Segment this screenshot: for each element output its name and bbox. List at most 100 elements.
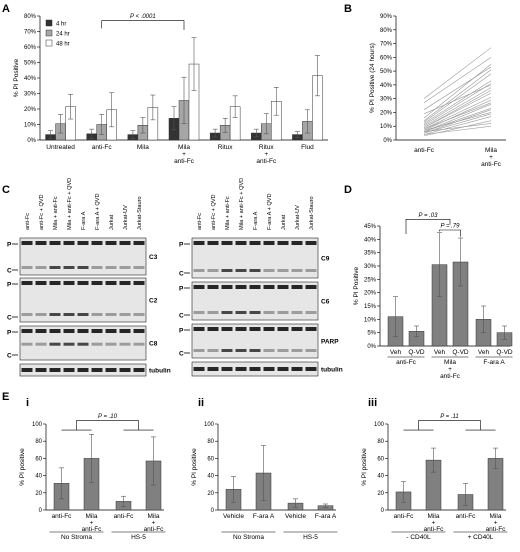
chart-b-patient-line	[423, 90, 492, 128]
chart-d-category-label: Veh	[390, 349, 402, 356]
chartEiii-ytick-label: 20	[377, 491, 384, 497]
blot-c-right-band	[221, 349, 233, 352]
chart-d-ytick-label: 15%	[364, 304, 377, 310]
blot-c-right-band	[207, 241, 219, 245]
blot-c-right-band	[305, 311, 317, 314]
blot-c-right-band	[291, 241, 303, 245]
blot-c-left-band	[77, 241, 89, 245]
blot-c-left-band	[133, 241, 145, 245]
blot-c-left-band	[133, 368, 145, 372]
blot-c-right-marker-label: P	[179, 286, 184, 293]
chart-b-patient-line	[423, 113, 492, 134]
blot-c-left-band	[91, 281, 103, 285]
blot-c-right-marker-label: P	[179, 328, 184, 335]
chart-b-patient-line	[423, 123, 492, 133]
chart-a: 0% 10% 20% 30% 40% 50% 60% 70% 80% % PI Positive U…	[13, 14, 328, 165]
chart-d-ytick-label: 40%	[364, 237, 377, 243]
chart-a-ytick-label: 80%	[24, 14, 37, 20]
blot-c-right-band	[249, 367, 261, 371]
chartEii-category-label: F-ara A	[253, 513, 275, 520]
panel-label-a: A	[2, 3, 10, 15]
chartEiii-panel-label: iii	[368, 397, 377, 409]
chart-a-category-label: +	[182, 151, 186, 158]
blot-c-right-lane-label: Mila + anti-Fc + QVD	[239, 178, 245, 230]
chart-a-legend-swatch	[45, 19, 53, 27]
blot-c-right-band	[207, 269, 219, 272]
blot-c-right-band	[277, 285, 289, 289]
chart-a-significance-bracket	[101, 20, 185, 30]
blot-c-right-band	[221, 367, 233, 371]
blot-c-right-band	[291, 269, 303, 272]
blot-c-left-band	[133, 313, 145, 316]
chart-b-ytick-label: 90%	[380, 14, 393, 20]
chart-b-y-axis-label: % PI Positive (24 hours)	[369, 43, 376, 113]
chartEiii-category-label: anti-Fc	[424, 526, 445, 533]
blot-c-right-lane-label: F-ara A + QVD	[267, 193, 273, 230]
chart-a-category-label: anti-Fc	[92, 144, 113, 151]
blot-c-right-band	[221, 311, 233, 314]
blot-c-left-band	[49, 266, 61, 269]
chartEiii-category-label: +	[494, 520, 498, 527]
blot-c-right-band	[249, 349, 261, 352]
blot-c-left-band	[91, 342, 103, 346]
blot-c-right-band	[235, 327, 247, 331]
blot-c-right-band	[193, 367, 205, 371]
chartEiii-ytick-label: 80	[377, 439, 384, 445]
chartEi-category-label: Mila	[86, 513, 98, 520]
blot-c-right-marker-label: C	[179, 313, 184, 320]
chart-a-legend-label: 4 hr	[56, 22, 66, 28]
blot-c-right-band	[207, 327, 219, 331]
chart-b-patient-line	[423, 125, 492, 135]
blot-c-right-band	[235, 311, 247, 314]
chart-a-ytick-label: 50%	[24, 61, 37, 67]
chart-b-ytick-label: 80%	[380, 28, 393, 34]
blot-c-left-band	[77, 266, 89, 269]
chart-b-ytick-label: 50%	[380, 69, 393, 75]
blot-c-right-band	[249, 285, 261, 289]
blot-c-right-protein-label: PARP	[321, 339, 339, 346]
chart-d-y-axis-label: % PI Positive	[353, 266, 360, 305]
chart-a-ytick-label: 40%	[24, 76, 37, 82]
blot-c-left-band	[63, 342, 75, 346]
chartEii-panel-label: ii	[198, 397, 204, 409]
chart-d-p-value: P = .03	[419, 213, 439, 219]
chart-a-ytick-label: 0%	[27, 138, 36, 144]
blot-c-left-band	[119, 313, 131, 316]
chart-a-ytick-label: 70%	[24, 30, 37, 36]
blot-c-right-band	[291, 285, 303, 289]
blot-c-right-lane-label: F-ara A	[253, 211, 259, 230]
blot-c-right-band	[277, 349, 289, 352]
blot-c-right-marker-label: C	[179, 271, 184, 278]
chart-a-category-label: anti-Fc	[256, 158, 277, 165]
blot-c-right-band	[207, 349, 219, 352]
chart-b-patient-line	[423, 69, 492, 121]
chartEi-ytick-label: 100	[32, 422, 43, 428]
blot-c-left-band	[77, 342, 89, 346]
blot-c-right-band	[249, 327, 261, 331]
chartEi-group-label: No Stroma	[61, 534, 92, 541]
blot-c-right-band	[249, 241, 261, 245]
chartEi-category-label: Mila	[148, 513, 160, 520]
blot-c-right-lane-label: Jurkat	[281, 214, 287, 230]
chart-a-legend-swatch	[45, 29, 53, 37]
blot-c-left-band	[105, 241, 117, 245]
blot-c-right-band	[305, 349, 317, 352]
blot-c-right-band	[193, 327, 205, 331]
blot-c-left-protein-label: C2	[149, 298, 158, 305]
chart-d-ytick-label: 10%	[364, 317, 377, 323]
chartEii-y-axis-label: % PI positive	[191, 448, 198, 486]
blot-c-left-band	[49, 368, 61, 372]
blot-c-right-band	[263, 349, 275, 352]
blot-c-left-band	[63, 368, 75, 372]
chartEiii-category-label: anti-Fc	[456, 513, 477, 520]
blot-c-left-band	[91, 329, 103, 333]
chartEiii-ytick-label: 60	[377, 456, 384, 462]
blot-c-left-marker-label: P	[7, 282, 12, 289]
chart-b-ytick-label: 40%	[380, 83, 393, 89]
chartEiii-ytick-label: 40	[377, 474, 384, 480]
chart-d: 0% 5% 10% 15% 20% 25% 30% 35% 40% 45% % PI Positiv…	[353, 213, 513, 380]
chartEi-ytick-label: 20	[35, 491, 42, 497]
blot-c-right-marker-label: C	[179, 351, 184, 358]
blot-c-right-band	[193, 349, 205, 352]
blot-c-right-band	[277, 241, 289, 245]
